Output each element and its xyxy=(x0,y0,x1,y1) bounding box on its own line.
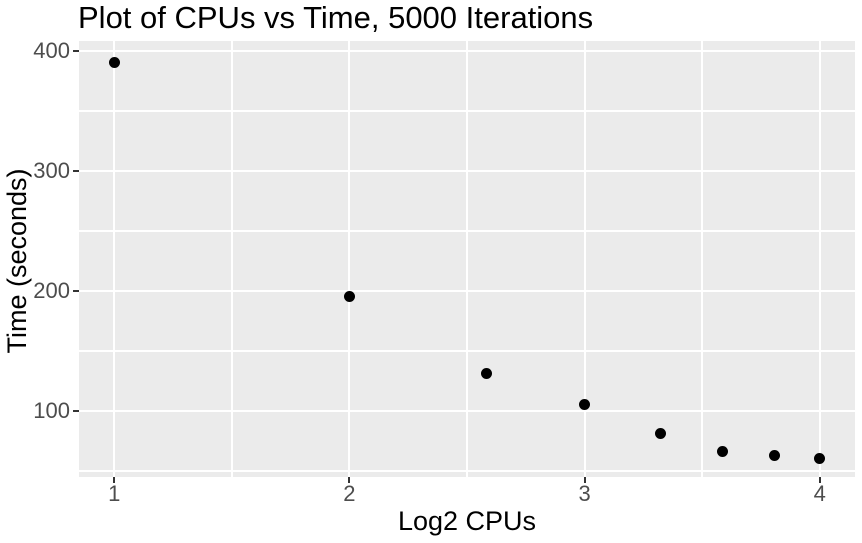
x-tick-label: 3 xyxy=(578,481,591,506)
data-point xyxy=(343,291,355,303)
data-point xyxy=(108,57,120,69)
y-tick-label: 300 xyxy=(33,157,70,183)
x-major-gridline xyxy=(818,41,821,477)
x-major-gridline xyxy=(583,41,586,477)
y-major-gridline xyxy=(79,169,855,172)
data-point xyxy=(481,368,493,380)
x-major-gridline xyxy=(348,41,351,477)
data-point xyxy=(814,453,826,465)
data-point xyxy=(654,428,666,440)
data-point xyxy=(716,446,728,458)
x-tick-label: 1 xyxy=(108,481,121,506)
plot-panel xyxy=(79,41,855,477)
x-minor-gridline xyxy=(231,41,233,477)
y-major-gridline xyxy=(79,49,855,52)
y-tick-mark xyxy=(73,169,79,172)
y-tick-mark xyxy=(73,289,79,292)
x-major-gridline xyxy=(113,41,116,477)
y-minor-gridline xyxy=(79,470,855,472)
chart-title: Plot of CPUs vs Time, 5000 Iterations xyxy=(78,0,594,35)
y-tick-label: 400 xyxy=(33,37,70,63)
y-minor-gridline xyxy=(79,350,855,352)
x-tick-mark xyxy=(348,477,351,483)
x-minor-gridline xyxy=(701,41,703,477)
y-major-gridline xyxy=(79,289,855,292)
x-tick-mark xyxy=(113,477,116,483)
y-minor-gridline xyxy=(79,110,855,112)
x-tick-mark xyxy=(583,477,586,483)
x-tick-label: 2 xyxy=(343,481,356,506)
data-point xyxy=(768,449,780,461)
y-tick-mark xyxy=(73,409,79,412)
y-major-gridline xyxy=(79,409,855,412)
data-point xyxy=(579,399,591,411)
y-minor-gridline xyxy=(79,230,855,232)
y-axis-title: Time (seconds) xyxy=(2,168,32,354)
y-tick-label: 200 xyxy=(33,277,70,303)
x-tick-mark xyxy=(818,477,821,483)
x-tick-label: 4 xyxy=(813,481,826,506)
x-minor-gridline xyxy=(466,41,468,477)
y-tick-label: 100 xyxy=(33,397,70,423)
x-axis-title: Log2 CPUs xyxy=(397,506,537,536)
y-tick-mark xyxy=(73,49,79,52)
